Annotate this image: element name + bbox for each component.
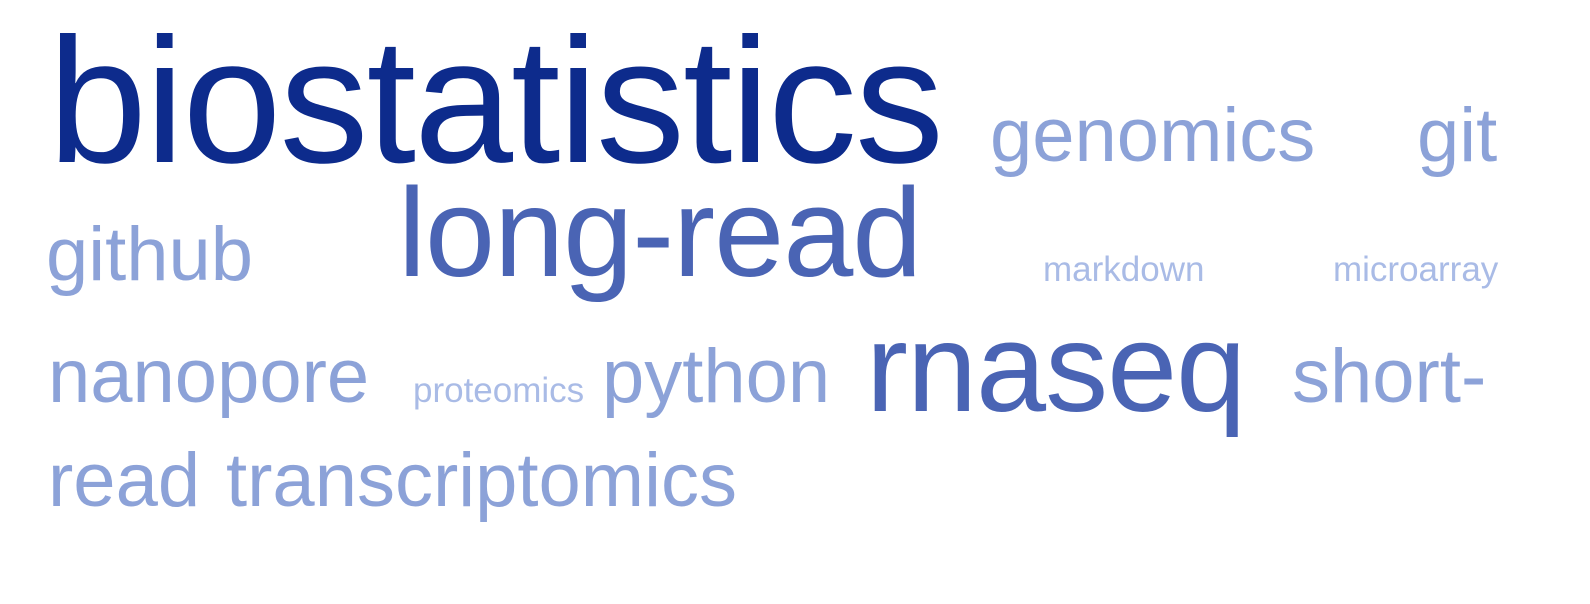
tag-github[interactable]: github xyxy=(46,212,254,297)
tag-proteomics[interactable]: proteomics xyxy=(413,371,585,410)
tag-short-read-part2[interactable]: read xyxy=(48,438,201,523)
tag-long-read[interactable]: long-read xyxy=(398,162,922,303)
tag-transcriptomics[interactable]: transcriptomics xyxy=(226,438,737,523)
tag-biostatistics[interactable]: biostatistics xyxy=(48,1,944,200)
tag-rnaseq[interactable]: rnaseq xyxy=(866,297,1246,438)
tag-nanopore[interactable]: nanopore xyxy=(48,334,370,419)
tag-short-read-part1[interactable]: short- xyxy=(1292,334,1487,419)
tag-python[interactable]: python xyxy=(602,334,831,419)
tag-git[interactable]: git xyxy=(1417,93,1498,178)
tag-markdown[interactable]: markdown xyxy=(1043,250,1205,289)
tag-genomics[interactable]: genomics xyxy=(990,93,1316,178)
tag-microarray[interactable]: microarray xyxy=(1333,250,1499,289)
